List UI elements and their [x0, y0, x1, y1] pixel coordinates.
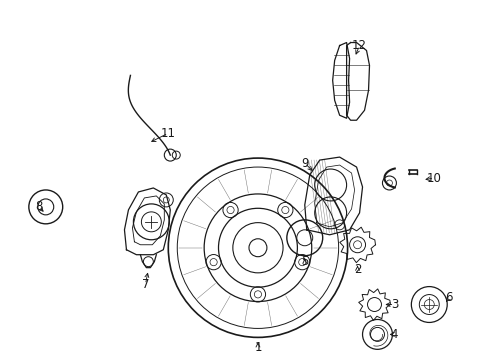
- Text: 5: 5: [301, 255, 308, 268]
- Text: 8: 8: [35, 201, 42, 213]
- Text: 11: 11: [161, 127, 175, 140]
- Text: 7: 7: [142, 278, 149, 291]
- Text: 6: 6: [445, 291, 452, 304]
- Text: 4: 4: [390, 328, 397, 341]
- Text: 3: 3: [390, 298, 397, 311]
- Text: 12: 12: [351, 39, 366, 52]
- Text: 1: 1: [254, 341, 261, 354]
- Text: 10: 10: [426, 171, 441, 185]
- Text: 9: 9: [301, 157, 308, 170]
- Text: 2: 2: [353, 263, 361, 276]
